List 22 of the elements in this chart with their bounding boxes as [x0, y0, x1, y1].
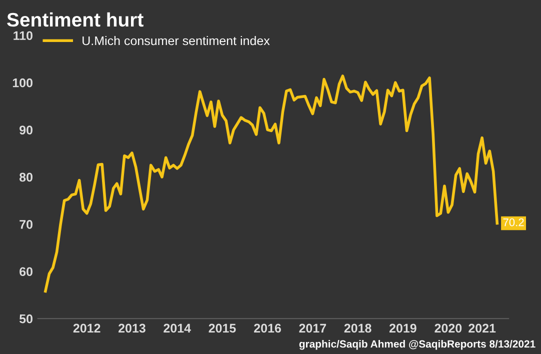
x-tick-label: 2018: [344, 324, 372, 333]
data-label: 70.2: [503, 218, 524, 226]
y-tick-label: 90: [20, 126, 32, 134]
y-tick-label: 70: [20, 220, 32, 229]
x-tick-label: 2016: [254, 324, 281, 333]
x-tick-label: 2017: [299, 324, 326, 333]
chart-title: Sentiment hurt: [7, 12, 144, 27]
y-tick-label: 110: [14, 31, 32, 40]
x-tick-label: 2014: [164, 324, 191, 333]
x-tick-label: 2013: [118, 324, 146, 333]
x-tick-label: 2012: [73, 324, 100, 333]
y-tick-label: 80: [20, 172, 32, 182]
x-tick-label: 2020: [434, 324, 462, 333]
x-tick-label: 2021: [468, 324, 496, 333]
line-series: [44, 74, 499, 293]
y-tick-label: 100: [12, 78, 32, 88]
x-tick-label: 2019: [389, 324, 416, 333]
text: graphic/Saqib Ahmed @SaqibReports 8/13/2021: [299, 340, 536, 350]
x-tick-label: 2015: [208, 324, 236, 333]
y-tick-label: 50: [19, 314, 32, 324]
y-tick-label: 60: [20, 267, 32, 276]
legend-label: U.Mich consumer sentiment index: [82, 36, 270, 46]
